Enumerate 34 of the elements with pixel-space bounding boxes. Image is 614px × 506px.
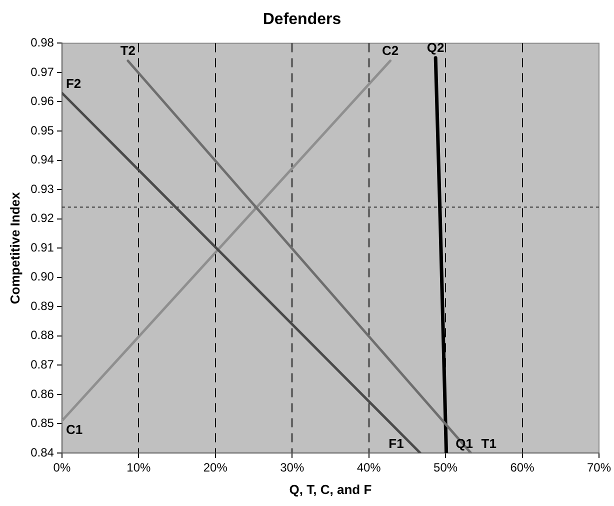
- y-tick-label: 0.87: [30, 358, 54, 372]
- x-tick-label: 20%: [203, 460, 228, 475]
- y-tick-label: 0.91: [30, 240, 54, 254]
- annotation: Q2: [426, 40, 444, 55]
- y-tick-label: 0.96: [30, 94, 54, 108]
- annotation: F1: [388, 436, 404, 452]
- y-tick-label: 0.88: [30, 328, 54, 342]
- y-tick-label: 0.94: [30, 152, 54, 167]
- x-tick-label: 60%: [510, 460, 535, 475]
- y-tick-label: 0.90: [30, 270, 54, 284]
- y-tick-label: 0.93: [30, 182, 54, 196]
- x-tick-label: 0%: [53, 460, 71, 475]
- chart-title: Defenders: [262, 11, 342, 28]
- y-tick-label: 0.95: [30, 123, 54, 138]
- y-tick-label: 0.98: [30, 36, 54, 50]
- x-tick-label: 50%: [434, 460, 458, 475]
- x-tick-label: 70%: [586, 460, 612, 475]
- annotation: C1: [66, 422, 83, 437]
- y-tick-label: 0.92: [30, 211, 54, 226]
- annotation: C2: [382, 42, 399, 58]
- y-tick-label: 0.86: [30, 386, 54, 401]
- annotation: Q1: [456, 436, 473, 452]
- annotation: T2: [120, 42, 136, 58]
- y-tick-label: 0.84: [30, 445, 54, 460]
- annotation: F2: [66, 76, 82, 92]
- x-tick-label: 40%: [356, 460, 382, 475]
- y-tick-label: 0.97: [30, 64, 54, 79]
- y-tick-label: 0.85: [30, 416, 54, 430]
- y-axis-title: Competitive Index: [7, 191, 22, 304]
- x-tick-label: 30%: [280, 460, 304, 475]
- annotation: T1: [481, 436, 496, 452]
- y-tick-label: 0.89: [30, 298, 54, 313]
- x-axis-title: Q, T, C, and F: [289, 482, 372, 497]
- x-tick-label: 10%: [126, 460, 152, 475]
